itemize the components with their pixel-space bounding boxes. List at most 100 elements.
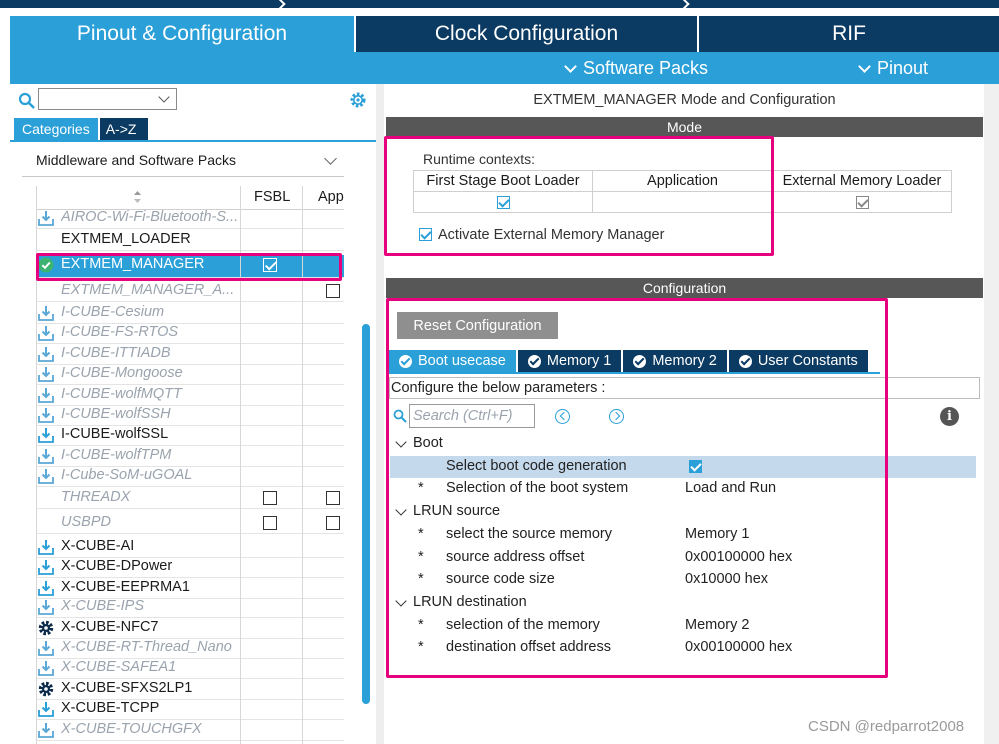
download-icon [38, 367, 54, 382]
param-value[interactable]: Memory 2 [685, 616, 750, 633]
list-item[interactable]: X-CUBE-RT-Thread_Nano [36, 638, 344, 659]
top-strip [0, 0, 999, 10]
check-circle-icon [527, 354, 541, 368]
list-item[interactable]: I-Cube-SoM-uGOAL [36, 466, 344, 487]
app-checkbox[interactable] [326, 491, 340, 505]
tab-user-constants[interactable]: User Constants [728, 350, 868, 372]
param-group-label[interactable]: LRUN source [413, 503, 501, 520]
param-value[interactable]: Memory 1 [685, 525, 750, 542]
pinout-menu[interactable]: Pinout [858, 58, 929, 79]
param-group-label[interactable]: LRUN destination [413, 593, 527, 610]
list-item[interactable]: X-CUBE-EEPRMA1 [36, 578, 344, 599]
list-item[interactable]: I-CUBE-ITTIADB [36, 344, 344, 365]
sub-toolbar: Software Packs Pinout [10, 52, 999, 84]
list-item[interactable]: X-CUBE-SFXS2LP1 [36, 679, 344, 700]
runtime-contexts-table: First Stage Boot Loader Application Exte… [413, 170, 952, 215]
selected-param-row[interactable] [390, 456, 976, 478]
app-checkbox[interactable] [326, 516, 340, 530]
column-header-app[interactable]: App [318, 189, 344, 205]
software-packs-menu[interactable]: Software Packs [564, 58, 708, 79]
list-item[interactable]: I-CUBE-Mongoose [36, 364, 344, 385]
config-tabs: Boot usecase Memory 1 Memory 2 User Cons… [389, 350, 868, 372]
list-item-label: X-CUBE-IPS [61, 598, 144, 614]
list-item[interactable]: X-CUBE-TOUCHGFX [36, 720, 344, 741]
tab-clock-configuration[interactable]: Clock Configuration [356, 16, 699, 52]
section-header[interactable]: Middleware and Software Packs [36, 152, 236, 168]
list-item[interactable]: I-CUBE-FS-RTOS [36, 323, 344, 344]
required-marker: * [418, 571, 424, 588]
list-item[interactable]: X-CUBE-TCPP [36, 699, 344, 720]
activate-extmem-checkbox[interactable] [419, 228, 432, 241]
info-icon[interactable]: i [940, 407, 959, 426]
right-scrollbar[interactable] [984, 84, 999, 744]
reset-configuration-button[interactable]: Reset Configuration [397, 312, 558, 339]
list-item[interactable]: EXTMEM_LOADER [36, 230, 344, 251]
category-search-combo[interactable] [38, 88, 177, 110]
tab-boot-usecase[interactable]: Boot usecase [389, 350, 518, 372]
list-item[interactable]: I-CUBE-wolfTPM [36, 446, 344, 467]
list-item[interactable]: THREADX [36, 488, 344, 509]
sort-icon[interactable] [133, 190, 142, 204]
download-icon [38, 581, 54, 596]
fsbl-checkbox[interactable] [263, 491, 277, 505]
param-value[interactable]: 0x10000 hex [685, 571, 769, 588]
param-name: Selection of the boot system [446, 480, 629, 497]
list-item-label: I-CUBE-wolfMQTT [61, 386, 182, 402]
fsbl-context-checkbox[interactable] [496, 195, 510, 209]
list-item[interactable]: I-CUBE-wolfSSH [36, 405, 344, 426]
param-name: Select boot code generation [446, 457, 627, 474]
panel-splitter[interactable] [376, 84, 384, 744]
tab-categories[interactable]: Categories [14, 118, 98, 140]
param-value[interactable]: 0x00100000 hex [685, 639, 793, 656]
column-header-fsbl[interactable]: FSBL [254, 189, 291, 205]
list-item[interactable]: X-CUBE-AI [36, 537, 344, 558]
download-icon [38, 347, 54, 362]
download-icon [38, 211, 54, 226]
gear-icon[interactable] [348, 90, 368, 110]
list-item[interactable]: USBPD [36, 513, 344, 534]
tab-label: Memory 2 [652, 353, 717, 369]
context-cell-fsbl [413, 191, 593, 213]
list-item[interactable]: I-CUBE-wolfMQTT [36, 385, 344, 406]
gear-icon [38, 681, 54, 697]
param-group-label[interactable]: Boot [413, 435, 443, 451]
boot-code-generation-checkbox[interactable] [689, 459, 702, 473]
list-item[interactable]: EXTMEM_MANAGER_A... [36, 281, 344, 302]
tab-rif[interactable]: RIF [699, 16, 999, 52]
search-icon[interactable] [18, 92, 36, 110]
download-icon [38, 661, 54, 676]
tab-label: Memory 1 [546, 353, 612, 369]
list-item-label: I-CUBE-ITTIADB [61, 345, 171, 361]
config-description: Configure the below parameters : [389, 377, 980, 399]
left-scrollbar-thumb[interactable] [362, 324, 370, 704]
fsbl-checkbox[interactable] [263, 258, 277, 272]
tab-memory-2[interactable]: Memory 2 [623, 350, 729, 372]
list-item[interactable]: X-CUBE-DPower [36, 557, 344, 578]
list-item[interactable]: X-CUBE-IPS [36, 597, 344, 618]
param-value[interactable]: 0x00100000 hex [685, 548, 793, 565]
list-item[interactable]: EXTMEM_MANAGER [36, 255, 344, 278]
column-divider [36, 186, 37, 744]
app-checkbox[interactable] [326, 284, 340, 298]
list-item[interactable]: X-CUBE-SAFEA1 [36, 658, 344, 679]
search-next-icon[interactable] [609, 409, 624, 424]
param-value[interactable]: Load and Run [685, 480, 777, 497]
list-item-label: EXTMEM_MANAGER [61, 256, 205, 272]
search-previous-icon[interactable] [555, 409, 570, 424]
activate-extmem-label[interactable]: Activate External Memory Manager [438, 227, 665, 243]
tab-pinout-configuration[interactable]: Pinout & Configuration [10, 16, 356, 52]
search-icon[interactable] [393, 409, 407, 423]
list-item-label: I-CUBE-Mongoose [61, 365, 183, 381]
check-circle-icon [633, 354, 647, 368]
list-item-label: X-CUBE-NFC7 [61, 619, 159, 635]
fsbl-checkbox[interactable] [263, 516, 277, 530]
parameter-search-input[interactable]: Search (Ctrl+F) [409, 404, 535, 428]
pinout-label: Pinout [877, 58, 929, 78]
highlight-box-mode [384, 136, 774, 256]
tab-a-z[interactable]: A->Z [99, 118, 149, 140]
list-item[interactable]: X-CUBE-NFC7 [36, 618, 344, 639]
tab-memory-1[interactable]: Memory 1 [517, 350, 624, 372]
list-item[interactable]: AIROC-Wi-Fi-Bluetooth-S... [36, 208, 344, 229]
list-item[interactable]: I-CUBE-wolfSSL [36, 425, 344, 446]
list-item[interactable]: I-CUBE-Cesium [36, 303, 344, 324]
